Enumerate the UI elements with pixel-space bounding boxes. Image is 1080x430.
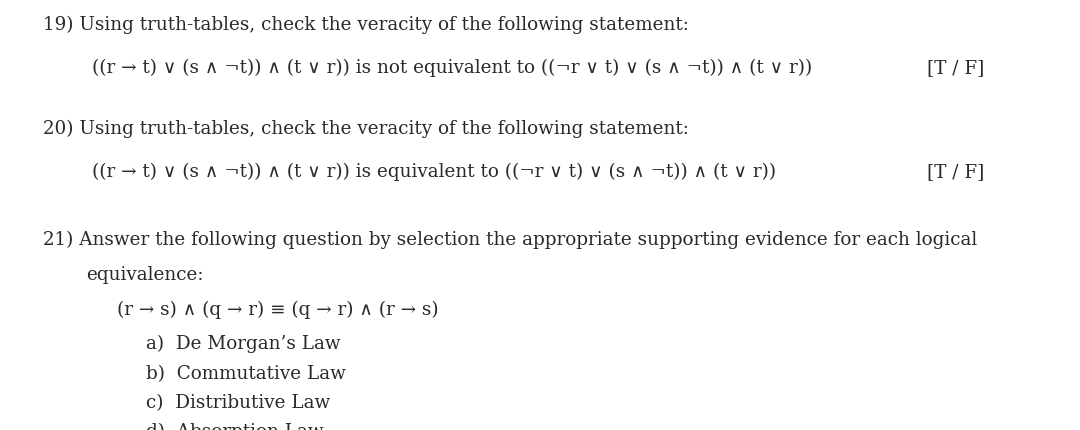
- Text: [T / F]: [T / F]: [927, 59, 984, 77]
- Text: ((r → t) ∨ (s ∧ ¬t)) ∧ (t ∨ r)) is equivalent to ((¬r ∨ t) ∨ (s ∧ ¬t)) ∧ (t ∨ r): ((r → t) ∨ (s ∧ ¬t)) ∧ (t ∨ r)) is equiv…: [92, 163, 775, 181]
- Text: ((r → t) ∨ (s ∧ ¬t)) ∧ (t ∨ r)) is not equivalent to ((¬r ∨ t) ∨ (s ∧ ¬t)) ∧ (t : ((r → t) ∨ (s ∧ ¬t)) ∧ (t ∨ r)) is not e…: [92, 59, 812, 77]
- Text: [T / F]: [T / F]: [927, 163, 984, 181]
- Text: 21) Answer the following question by selection the appropriate supporting eviden: 21) Answer the following question by sel…: [43, 231, 977, 249]
- Text: (r → s) ∧ (q → r) ≡ (q → r) ∧ (r → s): (r → s) ∧ (q → r) ≡ (q → r) ∧ (r → s): [117, 301, 438, 319]
- Text: equivalence:: equivalence:: [86, 266, 204, 284]
- Text: c)  Distributive Law: c) Distributive Law: [146, 394, 330, 412]
- Text: a)  De Morgan’s Law: a) De Morgan’s Law: [146, 335, 340, 353]
- Text: 19) Using truth-tables, check the veracity of the following statement:: 19) Using truth-tables, check the veraci…: [43, 16, 689, 34]
- Text: d)  Absorption Law: d) Absorption Law: [146, 423, 323, 430]
- Text: 20) Using truth-tables, check the veracity of the following statement:: 20) Using truth-tables, check the veraci…: [43, 120, 689, 138]
- Text: b)  Commutative Law: b) Commutative Law: [146, 365, 346, 383]
